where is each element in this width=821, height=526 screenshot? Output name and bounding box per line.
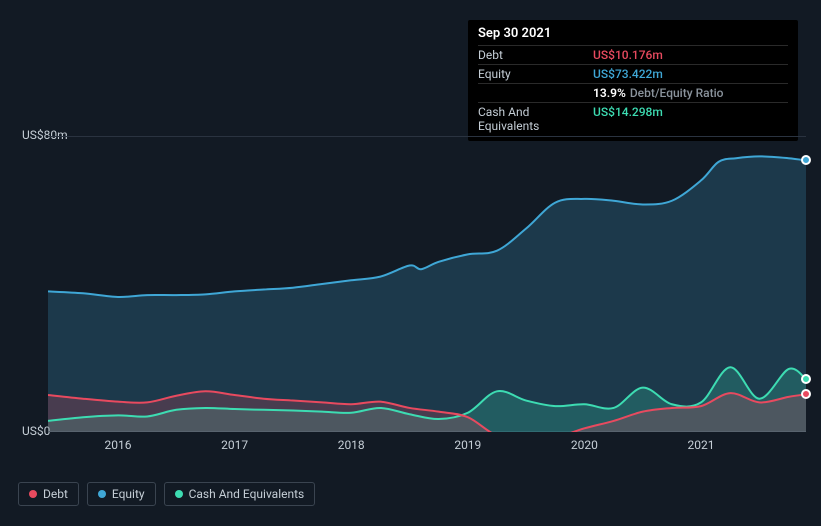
chart-marker-equity bbox=[801, 155, 811, 165]
legend-swatch bbox=[175, 490, 183, 498]
x-axis-tick: 2019 bbox=[454, 438, 481, 452]
tooltip-label: Equity bbox=[478, 67, 593, 81]
tooltip-date: Sep 30 2021 bbox=[478, 26, 788, 45]
chart-legend: Debt Equity Cash And Equivalents bbox=[18, 482, 315, 506]
legend-item-equity[interactable]: Equity bbox=[87, 482, 156, 506]
x-axis-tick: 2020 bbox=[571, 438, 598, 452]
tooltip-label: Debt bbox=[478, 48, 593, 62]
chart-marker-debt bbox=[801, 389, 811, 399]
tooltip-row: DebtUS$10.176m bbox=[478, 45, 788, 64]
x-axis-tick: 2018 bbox=[338, 438, 365, 452]
legend-item-cash-and-equivalents[interactable]: Cash And Equivalents bbox=[164, 482, 316, 506]
legend-label: Cash And Equivalents bbox=[189, 487, 305, 501]
legend-swatch bbox=[29, 490, 37, 498]
y-axis-label: US$0 bbox=[22, 424, 50, 438]
tooltip-row-ratio: 13.9%Debt/Equity Ratio bbox=[478, 83, 788, 102]
tooltip-value: US$10.176m bbox=[593, 48, 788, 62]
chart-plot-area[interactable] bbox=[48, 136, 806, 432]
tooltip-row: EquityUS$73.422m bbox=[478, 64, 788, 83]
tooltip-value: 13.9%Debt/Equity Ratio bbox=[593, 86, 788, 100]
tooltip-row: Cash And EquivalentsUS$14.298m bbox=[478, 102, 788, 135]
tooltip-label: Cash And Equivalents bbox=[478, 105, 593, 133]
tooltip-value: US$14.298m bbox=[593, 105, 788, 133]
legend-label: Equity bbox=[112, 487, 145, 501]
legend-item-debt[interactable]: Debt bbox=[18, 482, 79, 506]
x-axis-tick: 2016 bbox=[104, 438, 131, 452]
legend-swatch bbox=[98, 490, 106, 498]
chart-tooltip: Sep 30 2021DebtUS$10.176mEquityUS$73.422… bbox=[468, 20, 798, 141]
legend-label: Debt bbox=[43, 487, 68, 501]
tooltip-value: US$73.422m bbox=[593, 67, 788, 81]
x-axis-tick: 2017 bbox=[221, 438, 248, 452]
tooltip-label bbox=[478, 86, 593, 100]
chart-marker-cash-and-equivalents bbox=[801, 374, 811, 384]
x-axis-tick: 2021 bbox=[688, 438, 715, 452]
